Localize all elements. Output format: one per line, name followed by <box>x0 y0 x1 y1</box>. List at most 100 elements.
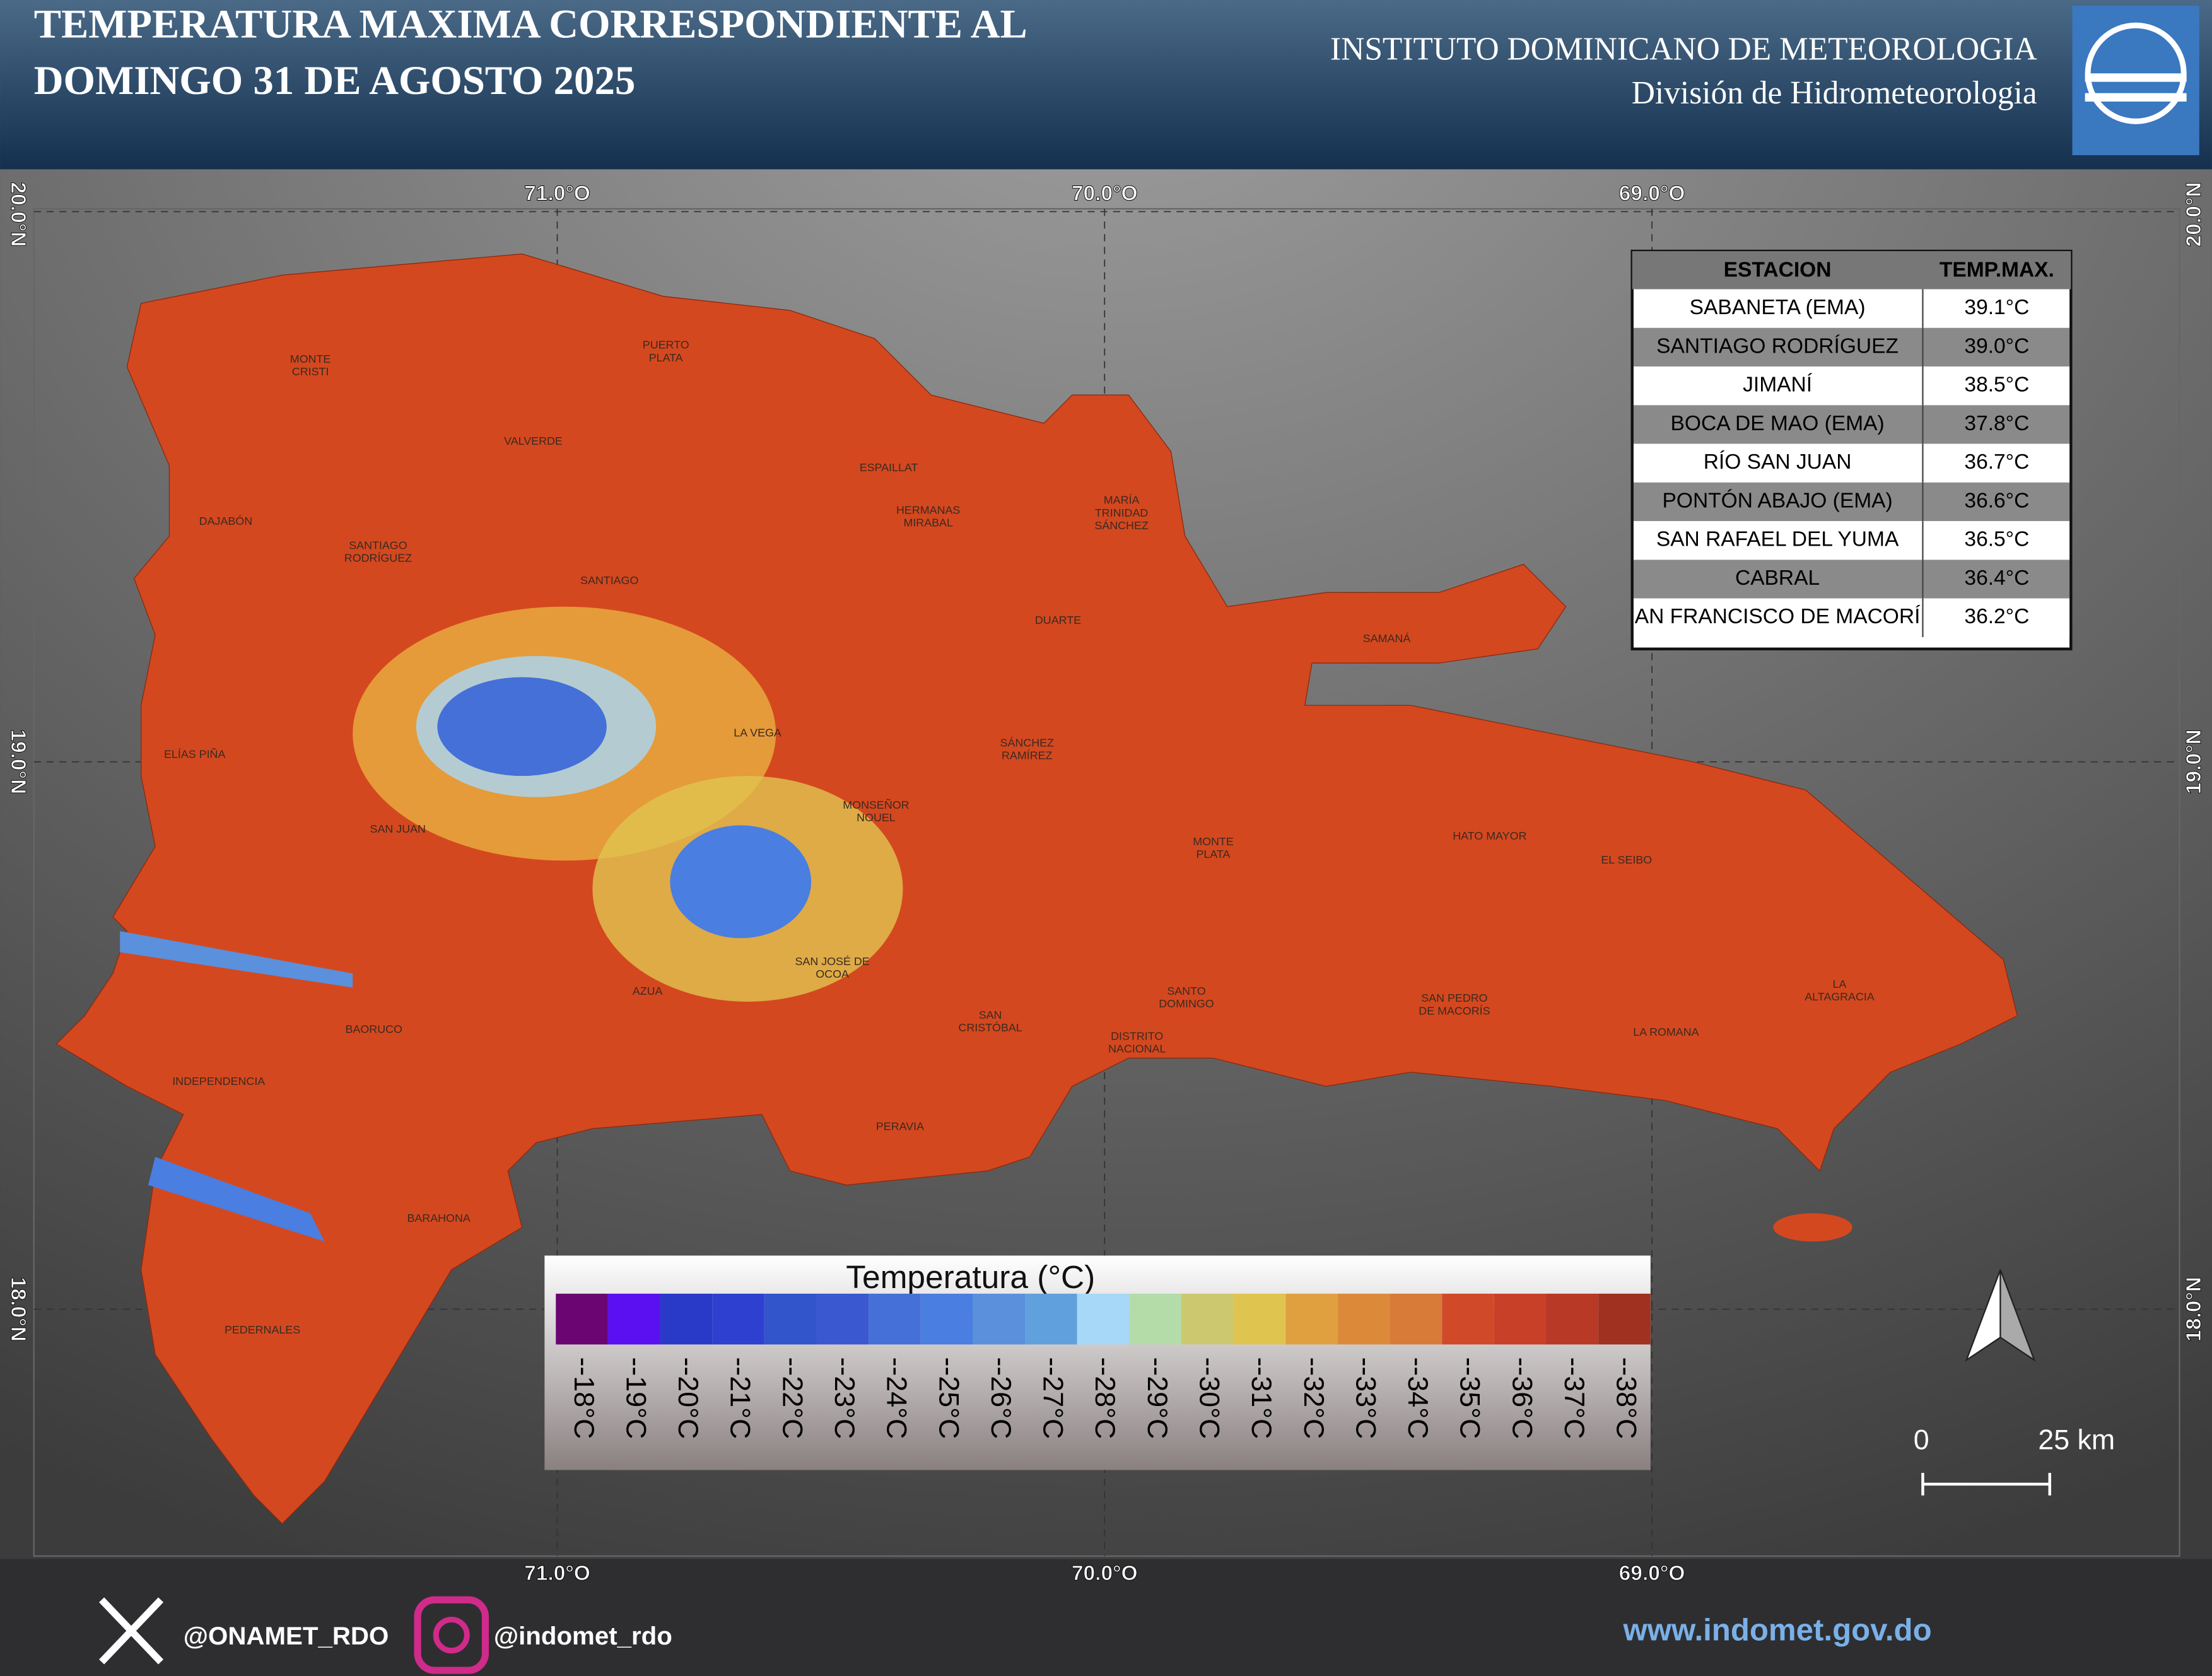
province-label: ESPAILLAT <box>860 461 918 474</box>
lat-label: 19.0°N <box>2182 729 2206 794</box>
legend-label: --27°C <box>1038 1357 1068 1439</box>
province-label: AZUA <box>633 985 663 997</box>
legend-label: --23°C <box>829 1357 860 1439</box>
coord-labels: 71.0°O 70.0°O 69.0°O 71.0°O 70.0°O 69.0°… <box>6 182 2206 1585</box>
station-name: BOCA DE MAO (EMA) <box>1671 412 1885 435</box>
legend-swatch <box>920 1293 973 1345</box>
province-label: HATO MAYOR <box>1453 829 1526 842</box>
legend-swatch <box>556 1293 608 1345</box>
table-header-bg <box>1632 251 2071 290</box>
province-label: PERAVIA <box>876 1120 924 1133</box>
table-header: ESTACION <box>1724 258 1832 281</box>
province-label: MONSEÑOR <box>843 798 909 811</box>
province-label: MIRABAL <box>903 516 953 529</box>
province-label: RODRÍGUEZ <box>344 551 412 564</box>
legend-swatch <box>660 1293 713 1345</box>
province-label: DE MACORÍS <box>1419 1004 1490 1017</box>
province-label: SANTO <box>1167 985 1205 997</box>
lon-label: 69.0°O <box>1619 1562 1685 1585</box>
province-label: INDEPENDENCIA <box>172 1075 265 1087</box>
province-label: LA <box>1833 978 1847 990</box>
table-row <box>1633 521 2070 560</box>
province-label: SAMANÁ <box>1363 632 1411 645</box>
province-label: ALTAGRACIA <box>1805 990 1875 1003</box>
legend-swatch <box>764 1293 817 1345</box>
province-label: HERMANAS <box>896 503 960 516</box>
legend-swatch <box>816 1293 869 1345</box>
province-label: BAORUCO <box>346 1023 402 1035</box>
legend-swatch <box>1077 1293 1130 1345</box>
lon-label: 70.0°O <box>1072 182 1138 206</box>
station-temp: 36.2°C <box>1964 605 2029 628</box>
lon-label: 70.0°O <box>1072 1562 1138 1585</box>
province-label: EL SEIBO <box>1601 853 1652 866</box>
province-label: PUERTO <box>643 339 689 351</box>
province-label: MARÍA <box>1104 494 1140 507</box>
legend-swatch <box>973 1293 1026 1345</box>
station-name: RÍO SAN JUAN <box>1704 450 1852 474</box>
station-name: CABRAL <box>1735 566 1820 590</box>
title: TEMPERATURA MAXIMA CORRESPONDIENTE AL <box>34 2 1027 47</box>
legend-label: --36°C <box>1506 1357 1537 1439</box>
legend-label: --21°C <box>725 1357 756 1439</box>
station-temp: 39.0°C <box>1964 334 2029 358</box>
legend-label: --24°C <box>881 1357 912 1439</box>
footer-bar <box>0 1559 2212 1676</box>
province-label: NOUEL <box>857 811 896 824</box>
lon-label: 71.0°O <box>524 1562 590 1585</box>
map-frame <box>33 208 2180 1557</box>
instagram-handle: @indomet_rdo <box>494 1622 672 1650</box>
province-label: NACIONAL <box>1108 1043 1166 1055</box>
legend-label: --22°C <box>776 1357 807 1439</box>
legend-label: --38°C <box>1611 1357 1642 1439</box>
title: DOMINGO 31 DE AGOSTO 2025 <box>34 58 636 103</box>
legend-swatch <box>1442 1293 1494 1345</box>
station-temp: 36.5°C <box>1964 528 2029 551</box>
province-label: SAN JUAN <box>370 823 426 835</box>
province-label: TRINIDAD <box>1095 507 1148 519</box>
legend-swatch <box>1337 1293 1390 1345</box>
legend-label: --28°C <box>1089 1357 1120 1439</box>
province-label: SANTIAGO <box>349 539 407 551</box>
province-label: LA ROMANA <box>1633 1026 1699 1038</box>
province-labels: MONTECRISTIPUERTOPLATAVALVERDEESPAILLATH… <box>164 339 1875 1336</box>
province-label: SANTIAGO <box>580 574 638 587</box>
province-label: PLATA <box>1196 848 1230 860</box>
legend-label: --18°C <box>568 1357 599 1439</box>
province-label: MONTE <box>290 353 331 365</box>
province-label: SÁNCHEZ <box>1000 736 1054 749</box>
website: www.indomet.gov.do <box>1623 1613 1932 1648</box>
legend: Temperatura (°C) --18°C --19°C --20°C --21°… <box>544 1255 1651 1470</box>
legend-label: --26°C <box>985 1357 1016 1439</box>
station-name: SAN RAFAEL DEL YUMA <box>1656 528 1899 551</box>
province-label: SAN <box>979 1009 1002 1021</box>
lat-label: 18.0°N <box>6 1277 30 1342</box>
station-table: ESTACION TEMP.MAX. SABANETA (EMA) 39.1°C SAN… <box>1630 249 2073 651</box>
province-label: SÁNCHEZ <box>1094 519 1148 532</box>
province-label: CRISTÓBAL <box>958 1021 1022 1034</box>
legend-swatch <box>1233 1293 1286 1345</box>
legend-swatch <box>1129 1293 1181 1345</box>
legend-label: --25°C <box>933 1357 964 1439</box>
table-row <box>1633 327 2070 367</box>
station-name: JIMANÍ <box>1743 373 1813 397</box>
legend-swatch <box>1025 1293 1077 1345</box>
lat-label: 20.0°N <box>6 182 30 247</box>
instagram-icon <box>414 1596 489 1674</box>
province-label: OCOA <box>816 968 849 980</box>
table-row <box>1633 405 2070 444</box>
legend-label: --37°C <box>1559 1357 1589 1439</box>
legend-label: --35°C <box>1454 1357 1485 1439</box>
table-header: TEMP.MAX. <box>1940 258 2054 281</box>
lat-label: 18.0°N <box>2182 1277 2206 1342</box>
station-name: SABANETA (EMA) <box>1690 296 1866 319</box>
lon-label: 69.0°O <box>1619 182 1685 206</box>
legend-label: --20°C <box>672 1357 703 1439</box>
table-row <box>1633 482 2070 522</box>
legend-swatch <box>1390 1293 1442 1345</box>
legend-swatch <box>1546 1293 1599 1345</box>
legend-label: --19°C <box>620 1357 651 1439</box>
legend-label: --32°C <box>1298 1357 1329 1439</box>
legend-swatch <box>712 1293 764 1345</box>
